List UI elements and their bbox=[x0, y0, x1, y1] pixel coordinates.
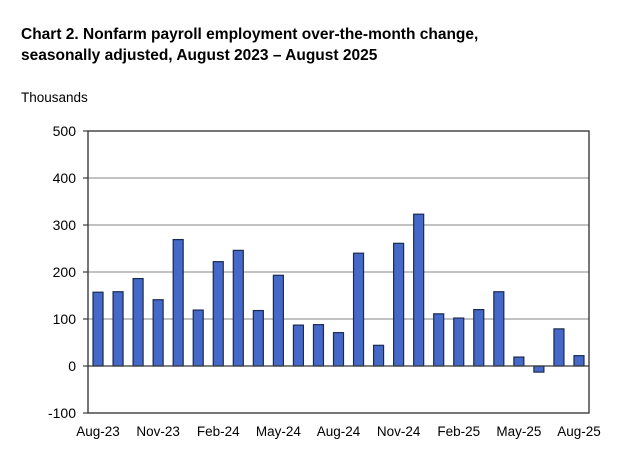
bar-Apr-25 bbox=[493, 291, 505, 367]
x-axis-tick-label-Aug-24: Aug-24 bbox=[317, 424, 361, 439]
bar-Aug-23 bbox=[92, 291, 104, 367]
chart-title-line1: Chart 2. Nonfarm payroll employment over… bbox=[21, 26, 479, 43]
y-axis-tick-label-0: 0 bbox=[68, 358, 76, 374]
bar-May-24 bbox=[272, 274, 284, 367]
x-axis-tick-label-Nov-23: Nov-23 bbox=[136, 424, 180, 439]
x-axis-tick-label-May-24: May-24 bbox=[256, 424, 302, 439]
chart-title: Chart 2. Nonfarm payroll employment over… bbox=[21, 24, 621, 67]
bar-Mar-24 bbox=[232, 249, 244, 367]
y-axis-tick-label-200: 200 bbox=[53, 264, 77, 280]
bar-Jan-24 bbox=[192, 309, 204, 367]
bar-Feb-24 bbox=[212, 261, 224, 367]
y-axis-tick-label-100: 100 bbox=[53, 311, 77, 327]
chart-title-line2: seasonally adjusted, August 2023 – Augus… bbox=[21, 47, 378, 65]
bar-Oct-24 bbox=[372, 344, 385, 367]
x-axis-tick-label-Aug-23: Aug-23 bbox=[76, 424, 120, 439]
bar-Sep-24 bbox=[352, 252, 365, 367]
x-axis-tick-label-Feb-24: Feb-24 bbox=[197, 424, 240, 439]
y-axis-tick-label-300: 300 bbox=[53, 217, 77, 233]
bar-Nov-24 bbox=[393, 242, 405, 367]
bar-Jun-25 bbox=[533, 365, 545, 373]
bar-Jun-24 bbox=[292, 324, 305, 367]
bar-Jul-25 bbox=[553, 328, 565, 367]
bar-Mar-25 bbox=[473, 309, 485, 367]
bar-Apr-24 bbox=[252, 309, 264, 367]
bar-Aug-24 bbox=[332, 332, 345, 367]
bar-Sep-23 bbox=[112, 291, 124, 367]
y-axis-tick-label--100: -100 bbox=[48, 405, 76, 421]
bar-chart-plot: -100 0 100 200 300 400 500 Aug-23 Nov-23 Feb-24 Ma… bbox=[48, 123, 601, 439]
bar-Dec-23 bbox=[172, 238, 184, 367]
y-axis-tick-label-500: 500 bbox=[53, 123, 77, 139]
x-axis-tick-label-Nov-24: Nov-24 bbox=[377, 424, 421, 439]
bar-Feb-25 bbox=[453, 317, 465, 367]
bar-Jul-24 bbox=[312, 324, 325, 367]
bar-Oct-23 bbox=[132, 277, 144, 367]
bar-Dec-24 bbox=[413, 213, 425, 367]
bar-Aug-25 bbox=[573, 355, 585, 367]
y-axis-tick-label-400: 400 bbox=[53, 170, 77, 186]
plot-border bbox=[87, 130, 590, 414]
x-axis-tick-label-Feb-25: Feb-25 bbox=[437, 424, 480, 439]
x-axis-tick-label-Aug-25: Aug-25 bbox=[557, 424, 601, 439]
x-axis-tick-label-May-25: May-25 bbox=[496, 424, 541, 439]
bar-Nov-23 bbox=[152, 299, 164, 367]
bar-May-25 bbox=[513, 356, 525, 367]
bar-Jan-25 bbox=[433, 313, 445, 367]
y-axis-units-label: Thousands bbox=[21, 90, 88, 105]
